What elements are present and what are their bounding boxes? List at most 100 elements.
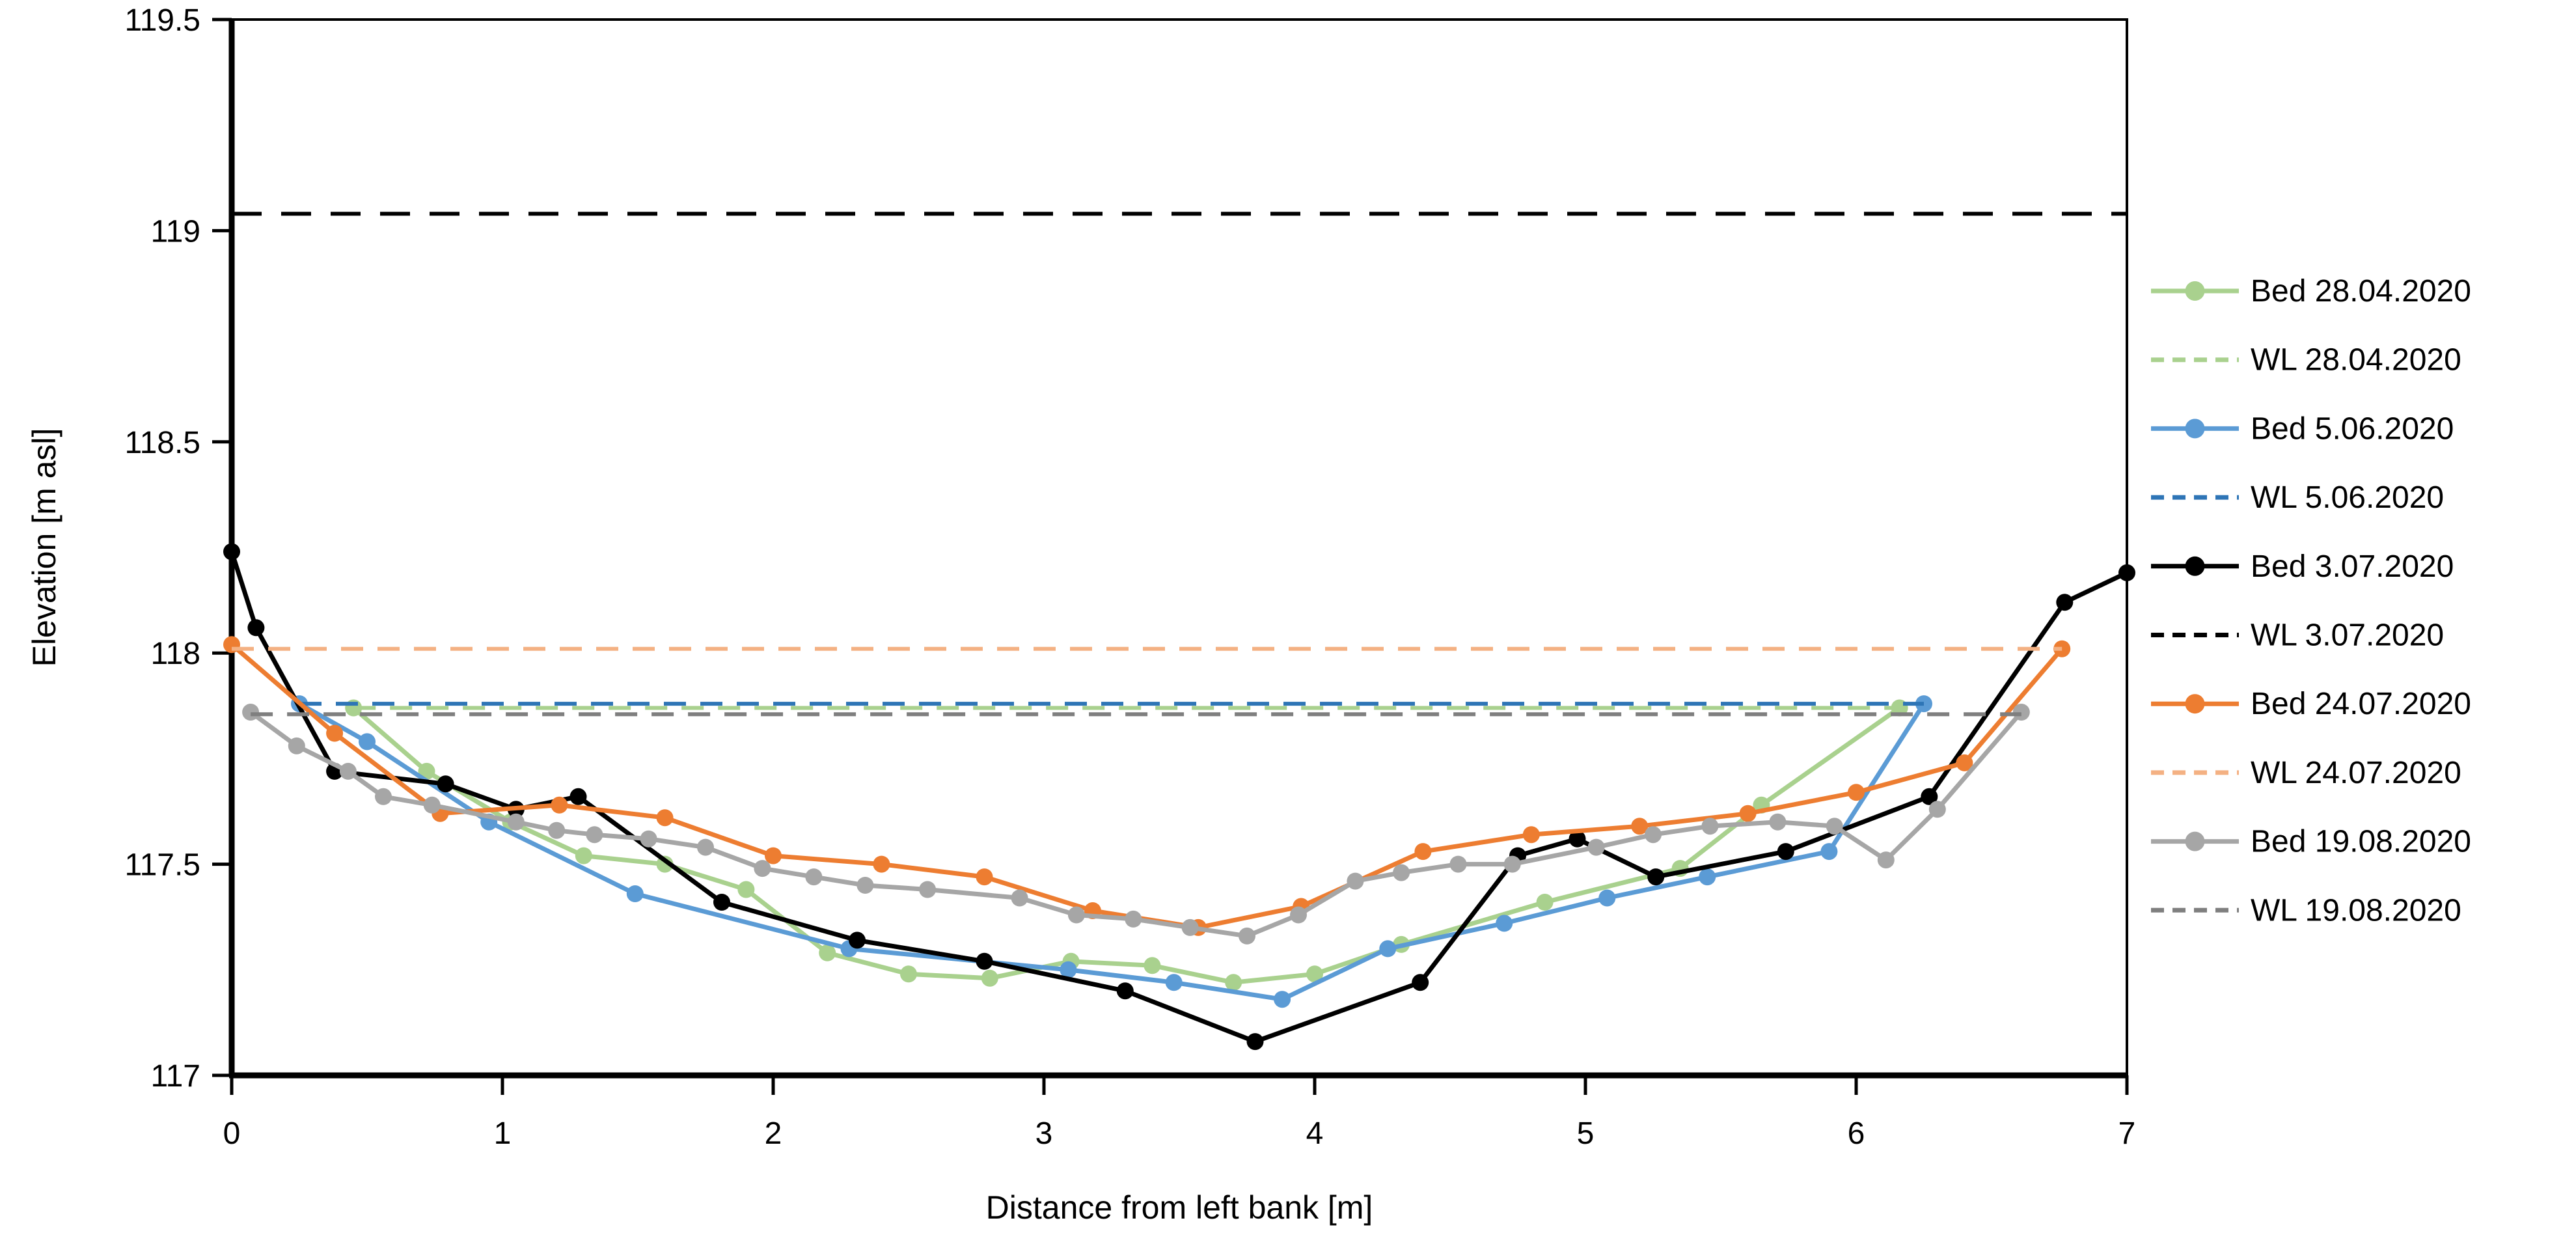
bed-28-04-2020-marker-11 xyxy=(1225,974,1242,991)
chart-legend: Bed 28.04.2020 WL 28.04.2020 Bed 5.06.2020… xyxy=(2151,274,2471,928)
bed-19-08-2020-marker-15 xyxy=(1067,906,1085,924)
bed-5-06-2020-marker-11 xyxy=(1699,868,1716,886)
bed-19-08-2020-marker-13 xyxy=(919,881,937,898)
bed-19-08-2020-marker-6 xyxy=(548,821,566,839)
legend-item-bed-24-07-2020: Bed 24.07.2020 xyxy=(2151,687,2471,721)
legend-marker-icon xyxy=(2185,419,2205,439)
bed-19-08-2020-marker-14 xyxy=(1011,889,1028,907)
x-tick-label-6: 6 xyxy=(1848,1116,1865,1151)
bed-19-08-2020-marker-29 xyxy=(1877,851,1895,869)
legend-label-wl-5-06-2020: WL 5.06.2020 xyxy=(2251,480,2444,515)
bed-19-08-2020-marker-12 xyxy=(856,877,874,894)
legend-item-wl-5-06-2020: WL 5.06.2020 xyxy=(2151,480,2444,515)
bed-28-04-2020-marker-12 xyxy=(1306,965,1323,983)
legend-marker-icon xyxy=(2185,831,2205,851)
legend-marker-icon xyxy=(2185,556,2205,576)
bed-5-06-2020-marker-5 xyxy=(1060,961,1077,978)
bed-19-08-2020-marker-30 xyxy=(1928,801,1946,818)
bed-5-06-2020-marker-1 xyxy=(359,733,376,751)
bed-3-07-2020-marker-7 xyxy=(849,932,866,949)
legend-label-wl-24-07-2020: WL 24.07.2020 xyxy=(2251,756,2461,790)
data-series xyxy=(223,212,2135,1051)
bed-3-07-2020-marker-9 xyxy=(1116,982,1134,1000)
y-axis-title: Elevation [m asl] xyxy=(26,428,62,667)
bed-19-08-2020-marker-0 xyxy=(242,704,260,721)
bed-19-08-2020-marker-21 xyxy=(1393,864,1410,881)
bed-28-04-2020-line xyxy=(351,706,1901,985)
bed-5-06-2020-marker-7 xyxy=(1274,991,1291,1008)
bed-3-07-2020-marker-18 xyxy=(2118,564,2135,581)
bed-19-08-2020-marker-17 xyxy=(1181,918,1199,936)
legend-item-bed-3-07-2020: Bed 3.07.2020 xyxy=(2151,549,2454,584)
legend-item-wl-19-08-2020: WL 19.08.2020 xyxy=(2151,893,2461,928)
legend-label-bed-19-08-2020: Bed 19.08.2020 xyxy=(2251,825,2471,859)
bed-3-07-2020-marker-14 xyxy=(1647,868,1665,886)
x-tick-label-2: 2 xyxy=(765,1116,782,1151)
bed-24-07-2020-marker-11 xyxy=(1414,843,1432,861)
legend-item-wl-3-07-2020: WL 3.07.2020 xyxy=(2151,618,2444,653)
legend-label-wl-3-07-2020: WL 3.07.2020 xyxy=(2251,618,2444,653)
plot-border xyxy=(230,18,2128,1077)
bed-3-07-2020-marker-5 xyxy=(569,788,587,805)
bed-28-04-2020-marker-3 xyxy=(575,847,592,864)
legend-label-wl-19-08-2020: WL 19.08.2020 xyxy=(2251,893,2461,928)
bed-24-07-2020-marker-16 xyxy=(1956,754,1973,771)
x-tick-label-5: 5 xyxy=(1577,1116,1595,1151)
x-axis-title: Distance from left bank [m] xyxy=(986,1189,1373,1226)
bed-24-07-2020-marker-14 xyxy=(1739,805,1757,822)
legend-label-bed-3-07-2020: Bed 3.07.2020 xyxy=(2251,549,2454,584)
x-tick-label-3: 3 xyxy=(1035,1116,1053,1151)
legend-label-wl-28-04-2020: WL 28.04.2020 xyxy=(2251,343,2461,378)
x-tick-label-0: 0 xyxy=(223,1116,241,1151)
bed-5-06-2020-marker-6 xyxy=(1165,974,1183,991)
bed-19-08-2020-marker-5 xyxy=(507,813,525,831)
bed-19-08-2020-marker-24 xyxy=(1587,838,1605,856)
bed-19-08-2020-marker-2 xyxy=(339,762,357,780)
bed-3-07-2020-marker-11 xyxy=(1412,974,1429,991)
y-tick-label-118.5: 118.5 xyxy=(124,426,200,460)
bed-19-08-2020-marker-9 xyxy=(697,838,714,856)
bed-28-04-2020-marker-10 xyxy=(1144,957,1161,974)
bed-5-06-2020-marker-9 xyxy=(1496,915,1513,932)
bed-3-07-2020-marker-6 xyxy=(713,894,730,911)
bed-19-08-2020-marker-19 xyxy=(1290,906,1307,924)
bed-3-07-2020-marker-16 xyxy=(1921,788,1938,805)
bed-19-08-2020-marker-4 xyxy=(423,796,441,814)
y-tick-label-117: 117 xyxy=(150,1059,200,1094)
legend-item-bed-5-06-2020: Bed 5.06.2020 xyxy=(2151,411,2454,446)
bed-19-08-2020-marker-8 xyxy=(640,830,657,848)
bed-3-07-2020-marker-8 xyxy=(976,952,993,970)
bed-19-08-2020-marker-16 xyxy=(1125,910,1142,928)
bed-24-07-2020-marker-3 xyxy=(551,796,568,814)
bed-3-07-2020-marker-0 xyxy=(223,543,240,560)
bed-28-04-2020-marker-14 xyxy=(1536,894,1554,911)
bed-19-08-2020-marker-25 xyxy=(1645,826,1662,844)
bed-19-08-2020-marker-3 xyxy=(375,788,392,805)
y-tick-label-119.5: 119.5 xyxy=(124,3,200,38)
y-tick-label-118: 118 xyxy=(150,637,200,671)
legend-marker-icon xyxy=(2185,694,2205,714)
bed-28-04-2020-marker-6 xyxy=(819,944,836,961)
bed-5-06-2020-marker-12 xyxy=(1820,843,1838,861)
bed-24-07-2020-marker-6 xyxy=(873,855,890,873)
bed-3-07-2020-marker-3 xyxy=(437,775,454,793)
legend-item-bed-19-08-2020: Bed 19.08.2020 xyxy=(2151,825,2471,859)
bed-19-08-2020-marker-11 xyxy=(805,868,823,886)
x-tick-label-1: 1 xyxy=(494,1116,512,1151)
bed-19-08-2020-marker-27 xyxy=(1769,813,1787,831)
bed-3-07-2020-marker-1 xyxy=(247,619,265,637)
bed-24-07-2020-marker-1 xyxy=(326,724,344,742)
bed-19-08-2020-marker-1 xyxy=(288,737,305,754)
bed-24-07-2020-marker-7 xyxy=(976,868,993,886)
legend-label-bed-24-07-2020: Bed 24.07.2020 xyxy=(2251,687,2471,721)
bed-19-08-2020-marker-18 xyxy=(1239,927,1255,945)
bed-3-07-2020-marker-13 xyxy=(1569,830,1586,848)
bed-24-07-2020-marker-12 xyxy=(1522,826,1540,844)
bed-24-07-2020-marker-4 xyxy=(656,809,674,827)
bed-5-06-2020-marker-3 xyxy=(626,885,644,902)
bed-24-07-2020-marker-13 xyxy=(1631,818,1649,835)
bed-19-08-2020-marker-10 xyxy=(754,860,771,877)
bed-3-07-2020-marker-17 xyxy=(2056,594,2074,611)
legend-marker-icon xyxy=(2185,281,2205,301)
x-tick-label-7: 7 xyxy=(2118,1116,2136,1151)
